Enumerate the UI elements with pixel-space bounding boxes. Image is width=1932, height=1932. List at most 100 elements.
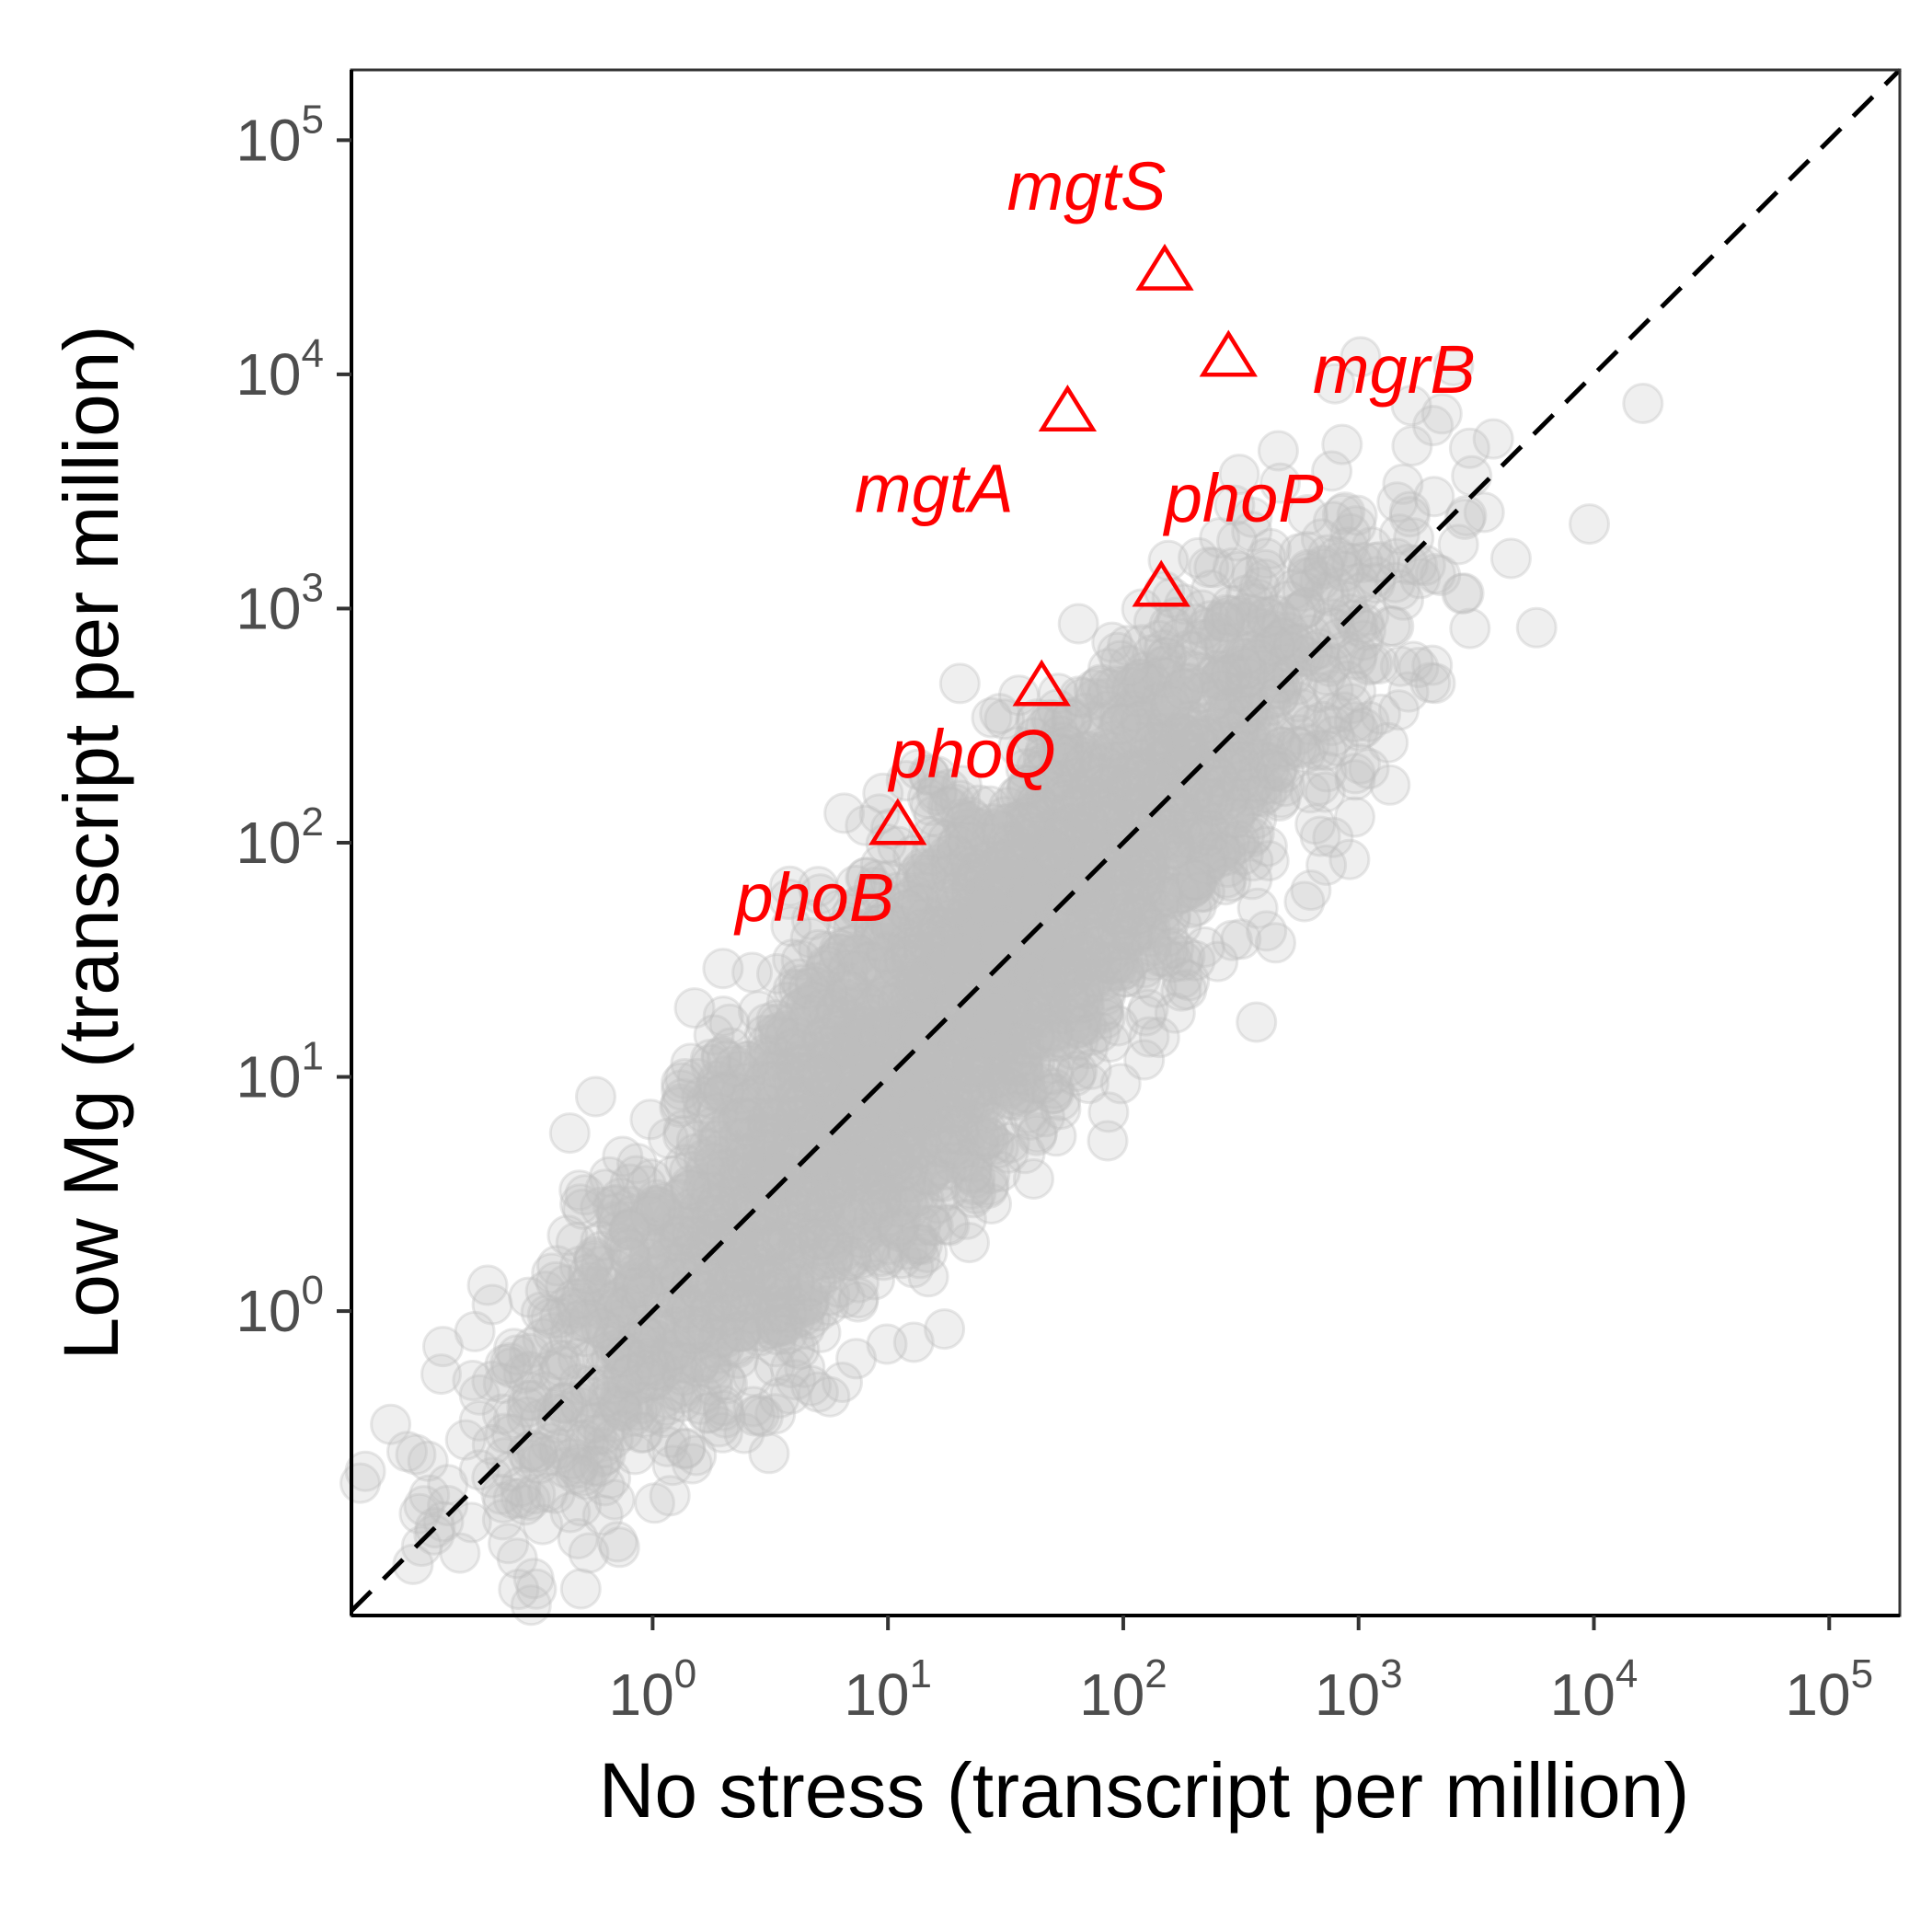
background-point	[1095, 843, 1137, 885]
background-point	[1048, 970, 1090, 1012]
background-point	[892, 946, 935, 988]
background-point	[519, 1443, 560, 1485]
background-point	[664, 1427, 707, 1469]
background-point	[1051, 809, 1093, 851]
background-point	[959, 907, 1001, 949]
background-point	[1098, 746, 1140, 788]
background-point	[1245, 732, 1287, 774]
background-point	[995, 852, 1038, 894]
background-point	[860, 1111, 903, 1154]
background-point	[972, 835, 1014, 878]
background-point	[949, 1222, 990, 1264]
background-point	[1223, 740, 1265, 782]
background-point	[1336, 494, 1378, 536]
background-point	[834, 1018, 877, 1061]
background-point	[1221, 748, 1262, 790]
background-point	[909, 754, 951, 797]
background-point	[894, 992, 936, 1034]
background-point	[1016, 1114, 1058, 1156]
background-point	[1277, 681, 1319, 723]
background-point	[643, 1397, 685, 1438]
background-point	[857, 1154, 899, 1196]
background-point	[732, 1087, 775, 1128]
background-point	[1061, 770, 1103, 812]
background-point	[1129, 779, 1171, 822]
background-point	[1088, 926, 1131, 969]
background-point	[835, 937, 878, 979]
background-point	[1148, 786, 1190, 827]
background-point	[548, 1317, 591, 1360]
background-point	[835, 1199, 878, 1241]
background-point	[1179, 732, 1221, 775]
background-point	[1128, 1016, 1170, 1058]
background-point	[1056, 1050, 1098, 1092]
background-point	[420, 1353, 462, 1396]
background-point	[926, 1203, 969, 1246]
background-point	[918, 898, 960, 940]
background-point	[1041, 932, 1084, 974]
background-point	[633, 1185, 675, 1226]
background-point	[703, 1326, 745, 1368]
background-point	[1190, 773, 1232, 815]
background-point	[873, 943, 915, 985]
background-point	[944, 1075, 985, 1117]
background-point	[920, 960, 962, 1002]
background-point	[897, 1090, 939, 1133]
background-point	[594, 1184, 637, 1225]
background-point	[1472, 418, 1514, 460]
background-point	[824, 1007, 867, 1049]
background-point	[910, 1056, 952, 1098]
background-point	[1111, 845, 1154, 888]
background-point	[1224, 813, 1266, 856]
background-point	[886, 1106, 927, 1148]
background-point	[787, 1171, 829, 1213]
y-tick-exponent: 2	[302, 799, 324, 845]
background-point	[1218, 454, 1260, 496]
background-point	[592, 1282, 635, 1323]
background-point	[983, 1064, 1024, 1107]
x-tick-base: 10	[1079, 1662, 1144, 1728]
background-point	[891, 1130, 934, 1172]
background-point	[999, 773, 1041, 815]
background-point	[1164, 662, 1206, 705]
background-point	[974, 995, 1017, 1038]
background-point	[1075, 802, 1117, 845]
background-point	[1029, 698, 1072, 741]
background-point	[1023, 1000, 1065, 1042]
background-point	[1159, 772, 1202, 814]
background-point	[1312, 598, 1354, 640]
background-point	[807, 1101, 849, 1144]
gene-label-mgrB: mgrB	[1313, 331, 1476, 408]
background-point	[922, 1011, 964, 1053]
background-point	[508, 1276, 550, 1318]
background-point	[1076, 897, 1118, 939]
background-point	[809, 1079, 851, 1121]
background-point	[1142, 838, 1184, 880]
background-point	[1087, 1120, 1129, 1162]
background-point	[1131, 739, 1173, 781]
background-point	[858, 1024, 901, 1066]
background-point	[708, 1167, 751, 1210]
background-point	[1133, 601, 1175, 643]
background-point	[753, 1145, 795, 1188]
background-point	[452, 1360, 494, 1401]
background-point	[540, 1346, 582, 1388]
background-point	[758, 1097, 800, 1139]
background-point	[918, 1083, 960, 1125]
background-point	[1223, 601, 1265, 643]
background-point	[968, 1117, 1010, 1159]
background-point	[937, 1078, 979, 1121]
background-point	[838, 1150, 880, 1192]
background-point	[997, 957, 1040, 999]
background-point	[931, 897, 973, 939]
background-point	[905, 1063, 948, 1104]
background-point	[904, 980, 947, 1022]
background-point	[1238, 718, 1281, 759]
background-point	[912, 953, 954, 995]
background-point	[868, 1021, 910, 1064]
background-point	[567, 1253, 609, 1295]
background-point	[1087, 648, 1129, 690]
background-point	[962, 871, 1005, 914]
background-point	[737, 1287, 779, 1329]
background-point	[941, 987, 983, 1029]
